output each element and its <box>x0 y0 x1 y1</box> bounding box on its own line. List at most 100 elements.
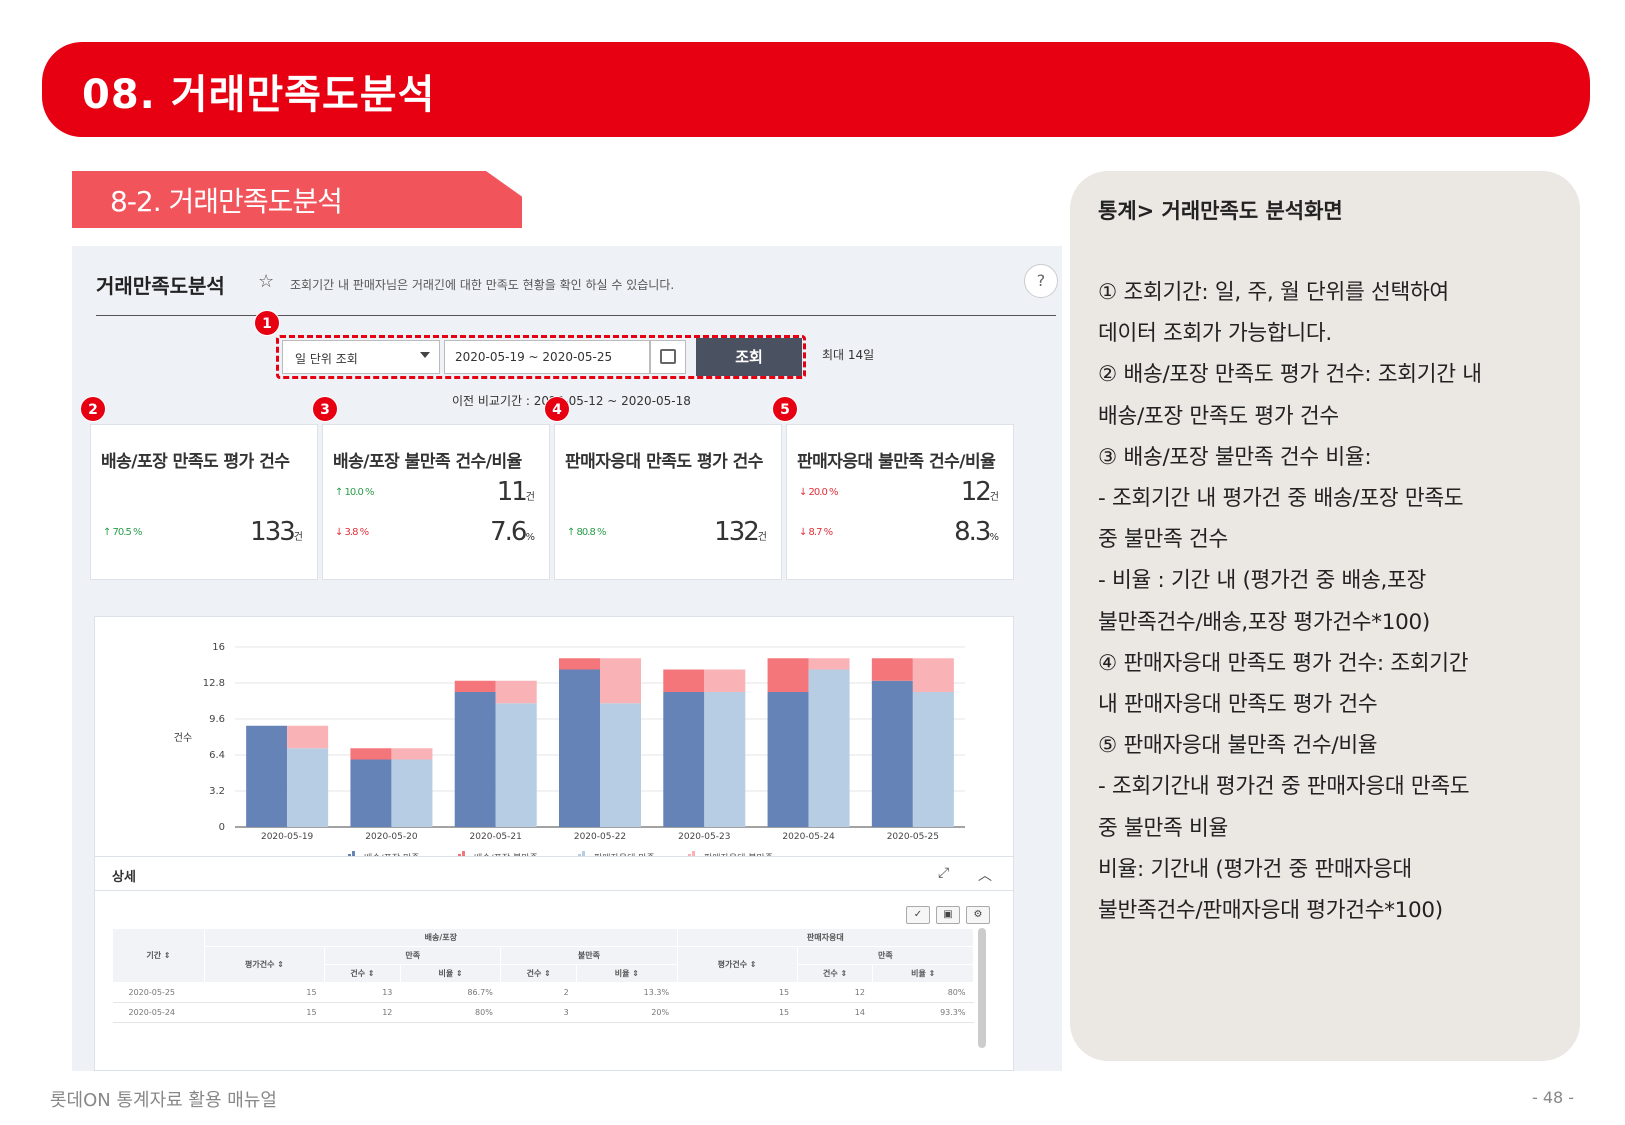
bar-판매자응대-만족 <box>808 669 850 827</box>
bar-배송-포장-만족 <box>663 692 705 827</box>
bar-배송-포장-만족 <box>559 669 600 827</box>
bar-판매자응대-불만족 <box>912 658 954 692</box>
calendar-icon <box>660 349 676 364</box>
th-rate[interactable]: 비율 ⇕ <box>399 964 502 983</box>
kpi-rate: 7.6% <box>490 517 535 547</box>
footer-manual-name: 롯데ON 통계자료 활용 매뉴얼 <box>50 1090 277 1111</box>
kpi-title: 배송/포장 불만족 건수/비율 <box>333 452 522 472</box>
kpi-unit: 건 <box>989 492 999 503</box>
table-row[interactable]: 2020-05-25 15 13 86.7% 2 13.3% 15 12 80% <box>112 982 974 1003</box>
th-count[interactable]: 건수 ⇕ <box>324 964 401 983</box>
notes-line: - 조회기간 내 평가건 중 배송/포장 만족도 <box>1098 486 1464 512</box>
title-banner <box>42 42 1590 137</box>
th-eval-count[interactable]: 평가건수 ⇕ <box>203 946 326 983</box>
bar-판매자응대-만족 <box>287 748 329 827</box>
expand-icon[interactable]: ⤢ <box>938 865 950 881</box>
download-tool-button[interactable]: ▣ <box>936 906 960 924</box>
cell: 80% <box>872 982 974 1003</box>
bar-판매자응대-불만족 <box>808 658 850 670</box>
kpi-change: ↑ 80.8 % <box>567 527 607 538</box>
th-label: 평가건수 <box>717 960 748 969</box>
star-icon[interactable]: ☆ <box>258 271 275 292</box>
section-tag <box>72 171 522 228</box>
help-icon[interactable]: ? <box>1024 264 1058 298</box>
notes-line: ⑤ 판매자응대 불만족 건수/비율 <box>1098 733 1378 759</box>
screen-title: 거래만족도분석 <box>96 274 225 298</box>
x-tick-label: 2020-05-22 <box>574 832 626 842</box>
th-label: 비율 <box>438 969 454 978</box>
bar-배송-포장-만족 <box>871 680 913 827</box>
kpi-count-change: ↓ 20.0 % <box>799 487 839 498</box>
notes-line: 데이터 조회가 가능합니다. <box>1098 321 1332 347</box>
bar-배송-포장-불만족 <box>454 680 496 692</box>
cell: 20% <box>576 1002 678 1023</box>
bar-판매자응대-불만족 <box>704 669 746 692</box>
x-tick-label: 2020-05-24 <box>782 832 835 842</box>
bar-판매자응대-만족 <box>704 692 746 827</box>
table-scrollbar[interactable] <box>978 928 986 1048</box>
cell: 12 <box>797 982 873 1003</box>
search-button[interactable]: 조회 <box>696 338 802 376</box>
kpi-card-seller-satisfaction: 판매자응대 만족도 평가 건수 ↑ 80.8 % 132건 <box>554 424 782 580</box>
table-row[interactable]: 2020-05-24 15 12 80% 3 20% 15 14 93.3% <box>112 1002 974 1023</box>
kpi-unit: 건 <box>293 532 303 543</box>
bar-판매자응대-만족 <box>391 759 433 827</box>
kpi-title: 판매자응대 만족도 평가 건수 <box>565 452 763 472</box>
th-count[interactable]: 건수 ⇕ <box>796 964 874 983</box>
kpi-card-seller-dissatisfaction: 판매자응대 불만족 건수/비율 ↓ 20.0 % 12건 ↓ 8.7 % 8.3… <box>786 424 1014 580</box>
callout-badge-5: 5 <box>772 396 798 422</box>
notes-line: 내 판매자응대 만족도 평가 건수 <box>1098 692 1378 718</box>
bar-판매자응대-불만족 <box>600 658 641 704</box>
callout-badge-3: 3 <box>312 396 338 422</box>
kpi-rate-number: 8.3 <box>954 517 991 547</box>
notes-line: ④ 판매자응대 만족도 평가 건수: 조회기간 <box>1098 650 1469 676</box>
notes-line: - 조회기간내 평가건 중 판매자응대 만족도 <box>1098 774 1470 800</box>
th-rate[interactable]: 비율 ⇕ <box>576 964 678 983</box>
kpi-rate: 8.3% <box>954 517 999 547</box>
header-divider <box>96 315 1056 316</box>
th-label: 건수 <box>822 969 838 978</box>
screenshot-panel: 거래만족도분석 ☆ 조회기간 내 판매자님은 거래긴에 대한 만족도 현황을 확… <box>72 246 1062 1071</box>
bar-배송-포장-만족 <box>350 759 392 827</box>
x-tick-label: 2020-05-23 <box>678 832 730 842</box>
y-tick-label: 3.2 <box>209 786 225 797</box>
collapse-icon[interactable]: ︿ <box>978 868 992 884</box>
kpi-value-number: 132 <box>714 517 760 547</box>
bar-판매자응대-만족 <box>495 703 537 827</box>
detail-table: 기간 ⇕ 배송/포장 판매자응대 평가건수 ⇕ 만족 불만족 평가건수 ⇕ 만족… <box>112 928 975 1023</box>
notes-line: - 비율 : 기간 내 (평가건 중 배송,포장 <box>1098 568 1427 594</box>
bar-판매자응대-만족 <box>600 703 641 827</box>
kpi-rate-number: 7.6 <box>490 517 527 547</box>
kpi-value: 132건 <box>714 517 767 547</box>
cell: 15 <box>204 982 325 1003</box>
kpi-count-number: 11 <box>496 477 528 507</box>
callout-badge-2: 2 <box>80 396 106 422</box>
compare-period-text: 이전 비교기간 : 2020-05-12 ~ 2020-05-18 <box>452 394 691 408</box>
bar-배송-포장-만족 <box>454 692 496 827</box>
cell: 13 <box>324 982 401 1003</box>
kpi-count: 12건 <box>961 477 999 507</box>
th-dissatisfied: 불만족 <box>500 946 678 965</box>
kpi-unit: 건 <box>757 532 767 543</box>
screen-description: 조회기간 내 판매자님은 거래긴에 대한 만족도 현황을 확인 하실 수 있습니… <box>290 278 675 292</box>
y-tick-label: 6.4 <box>209 750 225 761</box>
bar-배송-포장-불만족 <box>559 658 600 670</box>
th-count[interactable]: 건수 ⇕ <box>500 964 578 983</box>
detail-title: 상세 <box>112 870 136 885</box>
checkbox-tool-button[interactable]: ✓ <box>906 906 930 924</box>
callout-badge-4: 4 <box>544 396 570 422</box>
notes-line: 중 불만족 비율 <box>1098 815 1228 841</box>
calendar-button[interactable] <box>650 340 686 374</box>
chart-card: 16 12.8 9.6 6.4 3.2 0 건수 2020-05-19 2020-05-20 20… <box>94 616 1014 888</box>
period-unit-select[interactable]: 일 단위 조회 <box>282 340 440 374</box>
kpi-count-number: 12 <box>960 477 992 507</box>
settings-tool-button[interactable]: ⚙ <box>966 906 990 924</box>
th-rate[interactable]: 비율 ⇕ <box>872 964 974 983</box>
date-range-input[interactable]: 2020-05-19 ~ 2020-05-25 <box>444 340 650 374</box>
cell: 80% <box>400 1002 501 1023</box>
th-period[interactable]: 기간 ⇕ <box>112 928 205 983</box>
y-axis-label: 건수 <box>174 732 192 744</box>
th-label: 비율 <box>614 969 630 978</box>
th-eval-count[interactable]: 평가건수 ⇕ <box>676 946 798 983</box>
th-label: 건수 <box>350 969 366 978</box>
